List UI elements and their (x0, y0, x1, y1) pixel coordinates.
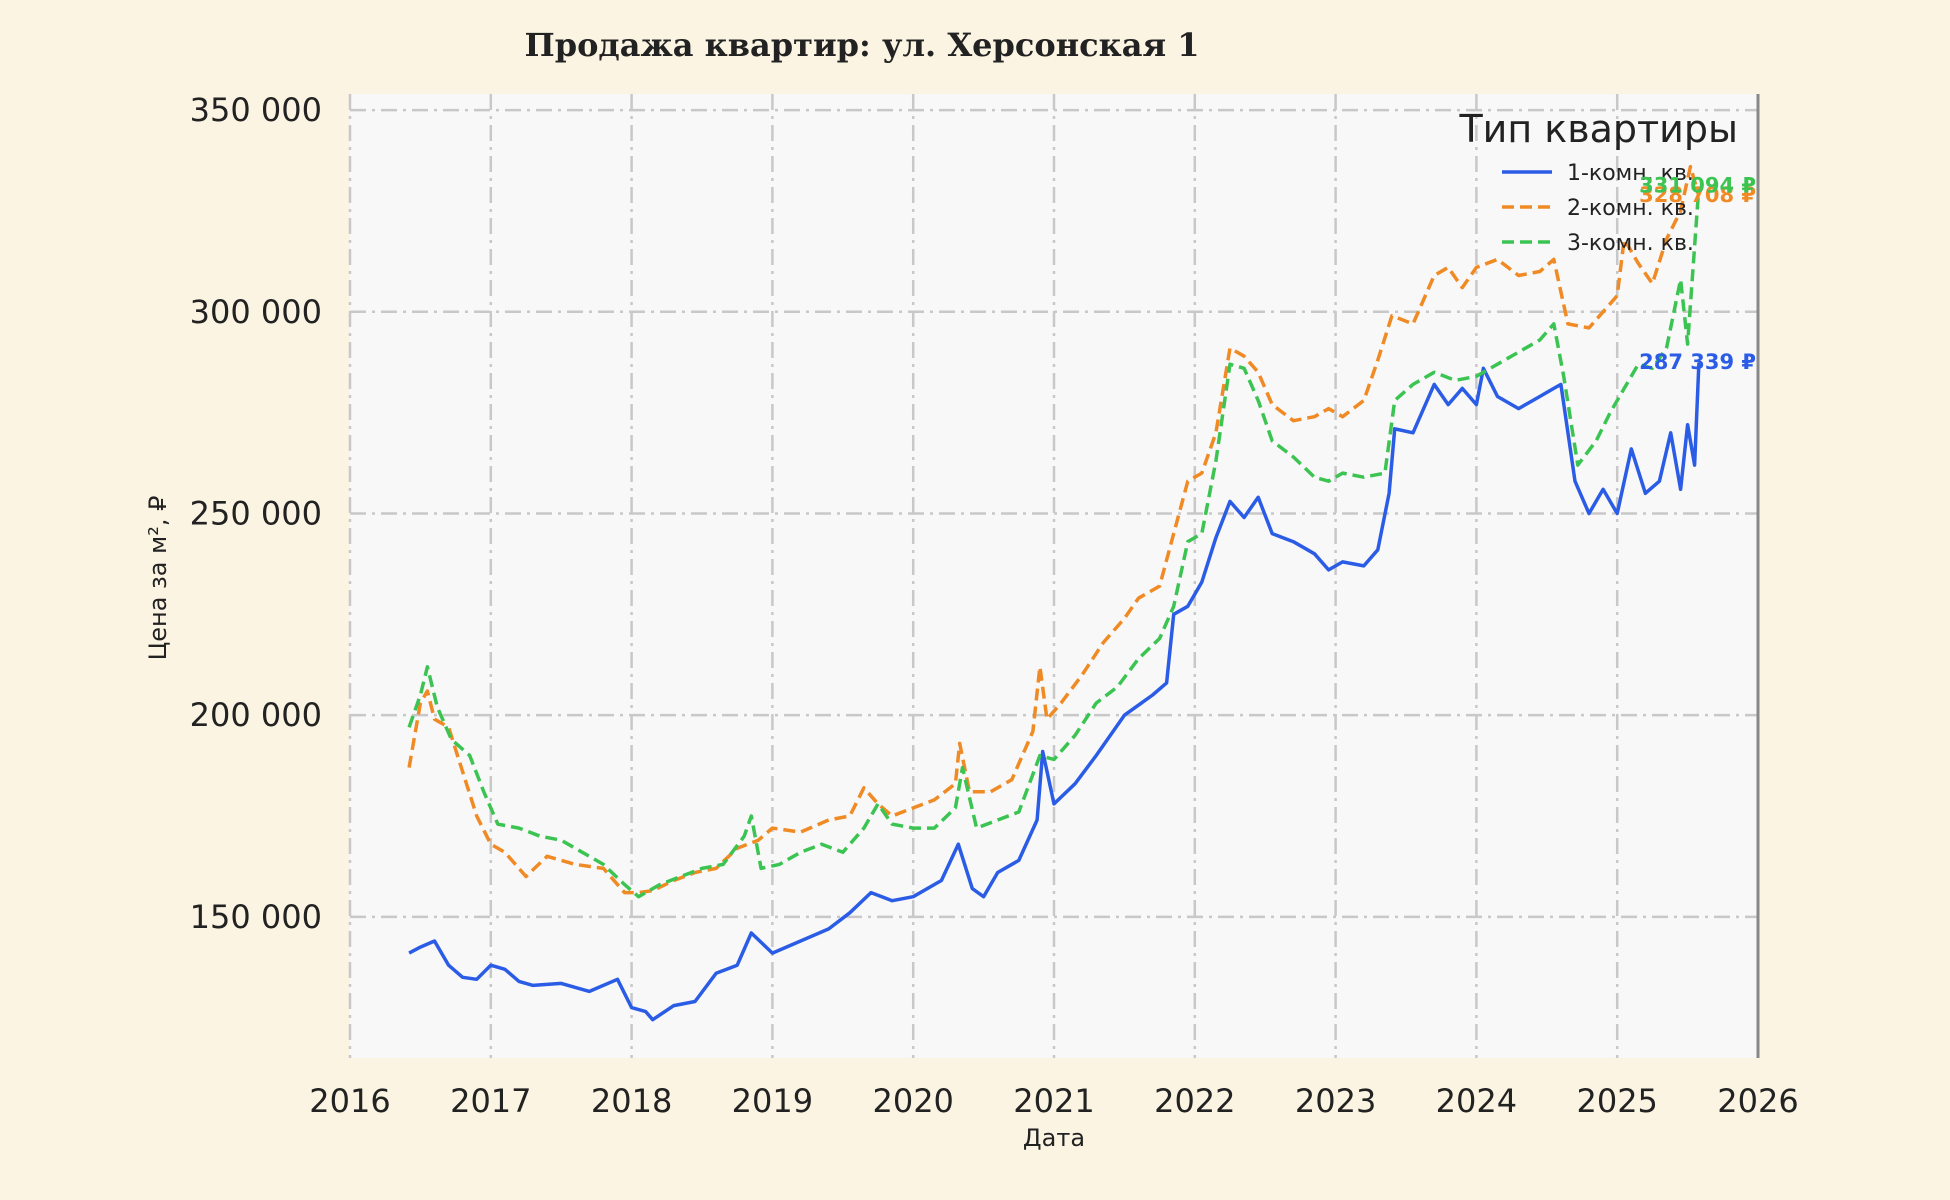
series-line-3 (407, 186, 1701, 899)
legend: Тип квартиры 1-комн. кв. 2-комн. кв. 3-ком… (1458, 107, 1738, 256)
legend-label-1: 1-комн. кв. (1567, 161, 1694, 186)
end-value-label-2: 328 708 ₽ (1639, 183, 1756, 207)
x-tick-label: 2023 (1295, 1082, 1376, 1120)
series-line-2 (407, 164, 1701, 895)
x-axis-label: Дата (1023, 1124, 1085, 1152)
x-tick-label: 2018 (591, 1082, 672, 1120)
series-layer (407, 164, 1701, 1022)
y-tick-label: 200 000 (190, 696, 322, 734)
y-tick-label: 250 000 (190, 494, 322, 532)
legend-label-2: 2-комн. кв. (1567, 196, 1694, 221)
x-tick-label: 2025 (1576, 1082, 1657, 1120)
chart-title: Продажа квартир: ул. Херсонская 1 (524, 26, 1199, 64)
x-tick-label: 2026 (1717, 1082, 1798, 1120)
legend-title: Тип квартиры (1458, 107, 1738, 151)
x-tick-label: 2021 (1013, 1082, 1094, 1120)
x-tick-label: 2022 (1154, 1082, 1235, 1120)
end-value-label-3: 331 094 ₽ (1639, 173, 1756, 197)
x-tick-label: 2020 (872, 1082, 953, 1120)
end-labels: 287 339 ₽ 328 708 ₽331 094 ₽ (1639, 173, 1756, 373)
y-tick-label: 150 000 (190, 898, 322, 936)
x-tick-label: 2017 (450, 1082, 531, 1120)
legend-label-3: 3-комн. кв. (1567, 231, 1694, 256)
x-axis-ticks: 2016 2017 2018 2019 2020 2021 2022 2023 2024 2025… (309, 1082, 1798, 1120)
end-value-label-1: 287 339 ₽ (1639, 350, 1756, 374)
y-tick-label: 350 000 (190, 91, 322, 129)
x-tick-label: 2019 (732, 1082, 813, 1120)
y-tick-label: 300 000 (190, 293, 322, 331)
x-tick-label: 2024 (1436, 1082, 1517, 1120)
series-line-1 (408, 362, 1701, 1022)
x-tick-label: 2016 (309, 1082, 390, 1120)
grid (348, 94, 1760, 1058)
y-axis-ticks: 150 000 200 000 250 000 300 000 350 000 (190, 91, 322, 936)
y-axis-label: Цена за м², ₽ (144, 496, 172, 661)
